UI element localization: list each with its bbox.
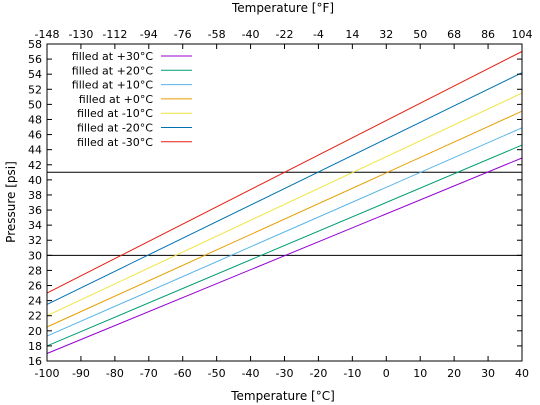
x2-tick-label-4: -76 [174,28,192,41]
legend-label-2: filled at +10°C [72,79,154,92]
x-tick-label-14: 40 [515,367,529,380]
legend-label-6: filled at -30°C [77,136,153,149]
series-line-1 [46,144,523,347]
y-tick-label-17: 50 [28,98,42,111]
x2-tick-label-12: 68 [447,28,461,41]
series-line-5 [46,72,523,305]
series-line-2 [46,127,523,337]
x-tick-label-10: 0 [383,367,390,380]
legend-label-1: filled at +20°C [72,64,154,77]
y-tick-label-20: 56 [28,53,42,66]
y-tick-label-16: 48 [28,113,42,126]
x-tick-label-13: 30 [481,367,495,380]
x-tick-label-5: -50 [208,367,226,380]
y-tick-label-9: 34 [28,219,42,232]
x2-tick-label-3: -94 [140,28,158,41]
x2-tick-label-14: 104 [512,28,533,41]
x2-tick-label-10: 32 [379,28,393,41]
x2-tick-label-1: -130 [68,28,93,41]
y-tick-label-21: 58 [28,38,42,51]
x2-tick-label-2: -112 [102,28,127,41]
x-tick-label-6: -40 [242,367,260,380]
x-tick-label-2: -80 [106,367,124,380]
series-line-0 [46,157,523,354]
x-tick-label-9: -10 [343,367,361,380]
x-axis-title: Temperature [°C] [230,389,335,403]
y-tick-label-4: 24 [28,295,42,308]
y-tick-label-15: 46 [28,129,42,142]
y-tick-label-7: 30 [28,249,42,262]
y-tick-label-11: 38 [28,189,42,202]
y-tick-label-5: 26 [28,280,42,293]
x-tick-label-4: -60 [174,367,192,380]
legend-label-4: filled at -10°C [77,107,153,120]
y-axis-title: Pressure [psi] [4,161,18,243]
legend-label-3: filled at +0°C [79,93,154,106]
x2-tick-label-9: 14 [345,28,359,41]
legend-label-5: filled at -20°C [77,122,153,135]
y-tick-label-2: 20 [28,325,42,338]
y-tick-label-18: 52 [28,83,42,96]
series-line-4 [46,92,523,317]
y-tick-label-10: 36 [28,204,42,217]
series-line-6 [46,51,523,294]
x-tick-label-0: -100 [35,367,60,380]
x2-tick-label-6: -40 [242,28,260,41]
x2-tick-label-8: -4 [313,28,324,41]
x2-tick-label-11: 50 [413,28,427,41]
x-tick-label-3: -70 [140,367,158,380]
x-tick-label-7: -30 [276,367,294,380]
y-tick-label-12: 40 [28,174,42,187]
y-tick-label-14: 44 [28,144,42,157]
y-tick-label-19: 54 [28,68,42,81]
x2-tick-label-5: -58 [208,28,226,41]
x2-tick-label-0: -148 [35,28,60,41]
x2-axis-title: Temperature [°F] [231,1,334,15]
legend-label-0: filled at +30°C [72,50,154,63]
x-tick-label-1: -90 [72,367,90,380]
series-line-3 [46,110,523,328]
x2-tick-label-7: -22 [276,28,294,41]
y-tick-label-8: 32 [28,234,42,247]
y-tick-label-0: 16 [28,355,42,368]
x-tick-label-11: 10 [413,367,427,380]
y-tick-label-13: 42 [28,159,42,172]
x-tick-label-12: 20 [447,367,461,380]
y-tick-label-6: 28 [28,264,42,277]
plot-area: -100 -90 -80 -70 -60 -50 -40 -30 -20 -10 0 10 20 30 40… [28,28,533,380]
y-tick-label-1: 18 [28,340,42,353]
y-tick-label-3: 22 [28,310,42,323]
x-tick-label-8: -20 [309,367,327,380]
x2-tick-label-13: 86 [481,28,495,41]
